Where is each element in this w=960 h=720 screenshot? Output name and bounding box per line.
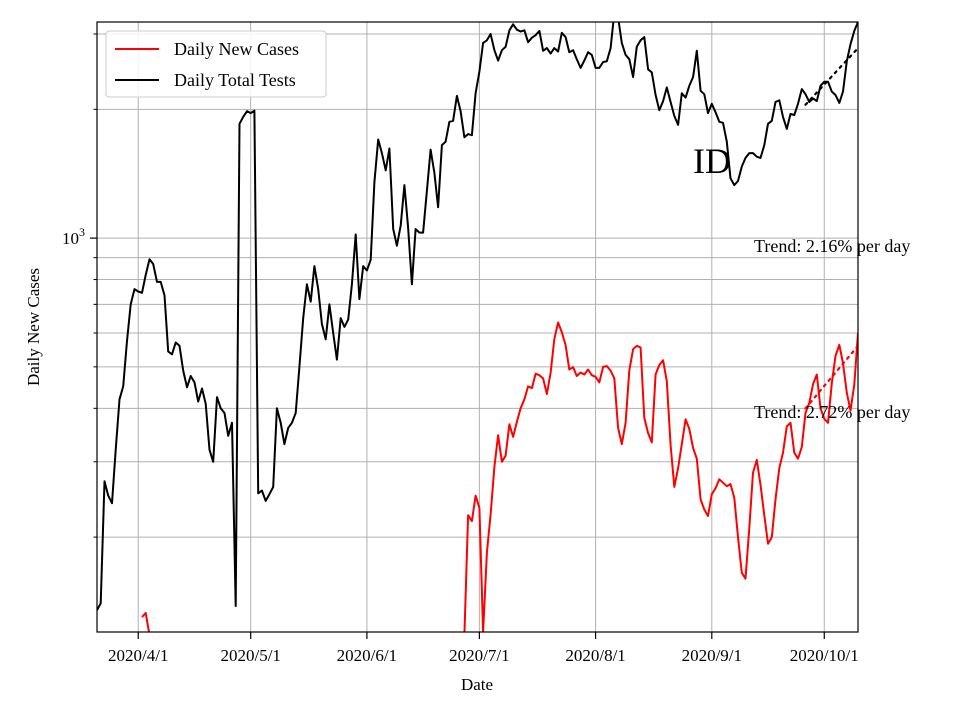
x-tick-label: 2020/8/1 [565, 646, 625, 665]
y-axis-label: Daily New Cases [24, 268, 43, 386]
series-line-total-tests [97, 22, 858, 611]
trend-layer [804, 47, 858, 410]
x-tick-label: 2020/10/1 [790, 646, 859, 665]
trend-label-total-tests: Trend: 2.16% per day [754, 236, 910, 256]
legend-label-new-cases: Daily New Cases [174, 39, 299, 59]
grid [97, 22, 858, 632]
trend-label-new-cases: Trend: 2.72% per day [754, 402, 910, 422]
annotations: Trend: 2.16% per day Trend: 2.72% per day… [693, 141, 910, 422]
x-tick-label: 2020/4/1 [108, 646, 168, 665]
x-tick-label: 2020/6/1 [337, 646, 397, 665]
legend: Daily New Cases Daily Total Tests [105, 30, 327, 98]
legend-label-total-tests: Daily Total Tests [174, 70, 296, 90]
x-tick-label: 2020/7/1 [449, 646, 509, 665]
x-axis-label: Date [461, 675, 493, 694]
trend-line-new-cases [804, 344, 858, 410]
state-label: ID [693, 141, 731, 181]
axis-ticks: 103 2020/4/1 2020/5/1 2020/6/1 2020/7/1 2020/… [62, 33, 859, 665]
trend-line-total-tests [804, 47, 858, 106]
plot-series [97, 22, 858, 632]
series-layer [97, 22, 858, 632]
y-tick-label: 103 [62, 225, 85, 248]
x-tick-label: 2020/5/1 [220, 646, 280, 665]
x-tick-label: 2020/9/1 [682, 646, 742, 665]
series-line-new-cases [141, 321, 858, 632]
legend-box [105, 30, 327, 98]
plot-frame [96, 21, 859, 633]
